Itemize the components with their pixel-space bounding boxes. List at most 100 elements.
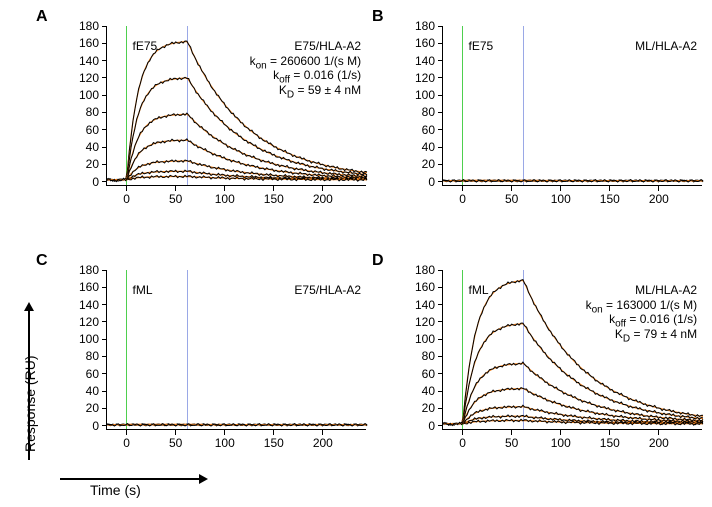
tick-label-y: 160	[69, 280, 99, 294]
tick-label-y: 100	[405, 88, 435, 102]
tick-label-y: 140	[405, 54, 435, 68]
tick-label-y: 120	[405, 71, 435, 85]
tick-label-x: 0	[112, 436, 142, 450]
tick-x	[511, 186, 512, 191]
tick-label-y: 40	[405, 384, 435, 398]
plot-area: 020406080100120140160180050100150200fMLE…	[106, 270, 366, 430]
tick-x	[560, 186, 561, 191]
tick-label-y: 120	[69, 71, 99, 85]
tick-x	[658, 186, 659, 191]
sensorgram-curves	[107, 26, 367, 186]
tick-x	[175, 186, 176, 191]
panel-letter: C	[36, 252, 48, 270]
x-axis-label: Time (s)	[90, 482, 141, 498]
tick-label-y: 140	[69, 54, 99, 68]
tick-label-y: 120	[69, 315, 99, 329]
tick-label-x: 50	[497, 192, 527, 206]
tick-label-y: 140	[69, 298, 99, 312]
tick-label-y: 20	[405, 401, 435, 415]
tick-label-y: 40	[405, 140, 435, 154]
tick-label-y: 180	[405, 19, 435, 33]
tick-x	[224, 186, 225, 191]
tick-label-x: 100	[546, 436, 576, 450]
panel-letter: A	[36, 8, 48, 26]
tick-label-x: 50	[161, 192, 191, 206]
panel-C: C020406080100120140160180050100150200fML…	[36, 252, 348, 462]
plot-area: 020406080100120140160180050100150200fMLM…	[442, 270, 702, 430]
tick-label-x: 200	[644, 436, 674, 450]
panel-D: D020406080100120140160180050100150200fML…	[372, 252, 684, 462]
tick-label-y: 0	[405, 419, 435, 433]
tick-label-y: 160	[405, 280, 435, 294]
tick-label-y: 0	[405, 175, 435, 189]
data-curve	[107, 41, 367, 181]
tick-label-y: 60	[405, 367, 435, 381]
panel-B: B020406080100120140160180050100150200fE7…	[372, 8, 684, 218]
fit-curve	[107, 42, 367, 180]
tick-label-x: 150	[259, 192, 289, 206]
sensorgram-curves	[443, 26, 703, 186]
sensorgram-curves	[107, 270, 367, 430]
tick-label-x: 150	[259, 436, 289, 450]
tick-label-y: 40	[69, 140, 99, 154]
tick-label-x: 200	[644, 192, 674, 206]
tick-x	[462, 430, 463, 435]
tick-x	[322, 430, 323, 435]
tick-label-y: 80	[405, 105, 435, 119]
tick-label-x: 100	[210, 192, 240, 206]
tick-x	[126, 186, 127, 191]
tick-x	[658, 430, 659, 435]
fit-curve	[443, 363, 703, 424]
tick-x	[273, 186, 274, 191]
tick-label-y: 20	[69, 157, 99, 171]
tick-label-x: 200	[308, 436, 338, 450]
tick-label-x: 200	[308, 192, 338, 206]
tick-label-y: 60	[69, 367, 99, 381]
panel-letter: B	[372, 8, 384, 26]
plot-area: 020406080100120140160180050100150200fE75…	[442, 26, 702, 186]
tick-x	[224, 430, 225, 435]
tick-label-x: 100	[210, 436, 240, 450]
shared-x-axis-arrow	[60, 478, 200, 480]
tick-label-y: 120	[405, 315, 435, 329]
tick-x	[511, 430, 512, 435]
tick-label-y: 60	[69, 123, 99, 137]
sensorgram-curves	[443, 270, 703, 430]
tick-label-y: 0	[69, 419, 99, 433]
tick-label-y: 160	[405, 36, 435, 50]
tick-label-y: 160	[69, 36, 99, 50]
tick-label-y: 20	[69, 401, 99, 415]
tick-label-y: 80	[69, 105, 99, 119]
tick-label-y: 140	[405, 298, 435, 312]
tick-x	[609, 186, 610, 191]
tick-label-x: 100	[546, 192, 576, 206]
tick-x	[322, 186, 323, 191]
tick-label-x: 0	[112, 192, 142, 206]
tick-x	[273, 430, 274, 435]
tick-label-x: 50	[497, 436, 527, 450]
tick-label-y: 100	[69, 88, 99, 102]
tick-label-y: 180	[405, 263, 435, 277]
data-curve	[443, 280, 703, 426]
tick-label-y: 20	[405, 157, 435, 171]
panel-A: A020406080100120140160180050100150200fE7…	[36, 8, 348, 218]
tick-label-x: 50	[161, 436, 191, 450]
panel-letter: D	[372, 252, 384, 270]
tick-label-y: 80	[405, 349, 435, 363]
tick-label-y: 180	[69, 19, 99, 33]
tick-label-y: 80	[69, 349, 99, 363]
tick-label-x: 150	[595, 192, 625, 206]
tick-label-x: 0	[448, 192, 478, 206]
figure-root: A 020406080100120140160180050100150200fE7…	[0, 0, 712, 507]
tick-label-y: 100	[405, 332, 435, 346]
tick-label-y: 60	[405, 123, 435, 137]
tick-label-y: 40	[69, 384, 99, 398]
tick-label-x: 0	[448, 436, 478, 450]
plot-area: 020406080100120140160180050100150200fE75…	[106, 26, 366, 186]
tick-label-x: 150	[595, 436, 625, 450]
fit-curve	[443, 280, 703, 424]
tick-label-y: 0	[69, 175, 99, 189]
y-axis-label: Response (RU)	[22, 356, 38, 452]
tick-x	[560, 430, 561, 435]
tick-x	[175, 430, 176, 435]
